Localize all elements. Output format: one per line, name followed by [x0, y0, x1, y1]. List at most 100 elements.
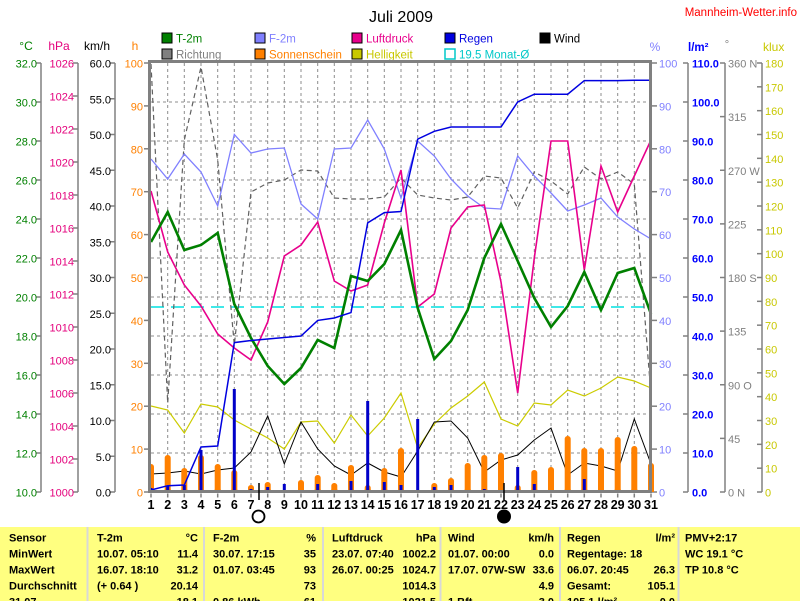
svg-text:10.0: 10.0 — [16, 488, 37, 500]
svg-text:Mannheim-Wetter.info: Mannheim-Wetter.info — [685, 7, 797, 19]
svg-text:0: 0 — [137, 488, 143, 500]
svg-text:20: 20 — [659, 402, 671, 414]
svg-text:31.07.: 31.07. — [9, 597, 40, 602]
svg-text:°C: °C — [19, 39, 33, 53]
svg-text:l/m²: l/m² — [688, 42, 709, 54]
svg-text:1018: 1018 — [50, 191, 74, 203]
svg-text:110: 110 — [765, 225, 783, 237]
svg-text:160: 160 — [765, 106, 783, 118]
svg-text:24: 24 — [527, 498, 541, 512]
svg-text:135: 135 — [728, 327, 746, 339]
svg-text:0.0: 0.0 — [96, 488, 111, 500]
svg-text:20.0: 20.0 — [16, 293, 37, 305]
svg-text:90.0: 90.0 — [692, 137, 713, 149]
svg-text:60.0: 60.0 — [692, 254, 713, 266]
svg-text:26.3: 26.3 — [654, 565, 675, 577]
svg-text:20: 20 — [765, 440, 777, 452]
svg-text:T-2m: T-2m — [176, 34, 202, 46]
svg-text:5: 5 — [214, 498, 221, 512]
svg-text:25: 25 — [544, 498, 558, 512]
svg-text:°: ° — [725, 39, 729, 51]
svg-text:19: 19 — [444, 498, 458, 512]
svg-text:130: 130 — [765, 178, 783, 190]
svg-text:20: 20 — [461, 498, 475, 512]
svg-text:50.0: 50.0 — [90, 130, 111, 142]
svg-text:20.0: 20.0 — [90, 345, 111, 357]
svg-text:16.07. 18:10: 16.07. 18:10 — [97, 565, 159, 577]
svg-text:TP 10.8 °C: TP 10.8 °C — [685, 565, 739, 577]
svg-text:T-2m: T-2m — [97, 533, 123, 545]
svg-text:01.07. 00:00: 01.07. 00:00 — [448, 549, 510, 561]
svg-text:70: 70 — [659, 187, 671, 199]
svg-text:01.07. 03:45: 01.07. 03:45 — [213, 565, 275, 577]
svg-text:1014: 1014 — [50, 257, 74, 269]
svg-text:0.0: 0.0 — [660, 597, 675, 602]
svg-text:26.07. 00:25: 26.07. 00:25 — [332, 565, 394, 577]
svg-text:20: 20 — [131, 402, 143, 414]
svg-text:0.0: 0.0 — [539, 549, 554, 561]
svg-text:30.0: 30.0 — [90, 273, 111, 285]
svg-text:klux: klux — [763, 40, 784, 54]
svg-text:Sensor: Sensor — [9, 533, 47, 545]
svg-text:Wind: Wind — [554, 34, 580, 46]
svg-text:100: 100 — [125, 59, 143, 71]
svg-text:0.0: 0.0 — [692, 488, 707, 500]
svg-text:1006: 1006 — [50, 389, 74, 401]
svg-text:73: 73 — [304, 581, 316, 593]
svg-text:180 S: 180 S — [728, 273, 757, 285]
svg-text:1020: 1020 — [50, 158, 74, 170]
svg-text:1: 1 — [148, 498, 155, 512]
svg-text:60: 60 — [659, 230, 671, 242]
svg-text:17.07. 07W-SW: 17.07. 07W-SW — [448, 565, 526, 577]
svg-text:30: 30 — [659, 359, 671, 371]
svg-text:MinWert: MinWert — [9, 549, 53, 561]
svg-text:1012: 1012 — [50, 290, 74, 302]
svg-text:13: 13 — [344, 498, 358, 512]
svg-text:26: 26 — [561, 498, 575, 512]
svg-text:90 O: 90 O — [728, 380, 752, 392]
svg-text:Gesamt:: Gesamt: — [567, 581, 611, 593]
svg-text:15: 15 — [377, 498, 391, 512]
svg-text:50.0: 50.0 — [692, 293, 713, 305]
svg-text:100.0: 100.0 — [692, 98, 720, 110]
svg-text:15.0: 15.0 — [90, 380, 111, 392]
svg-text:Regen: Regen — [459, 34, 493, 46]
svg-text:40: 40 — [659, 316, 671, 328]
svg-text:60.0: 60.0 — [90, 59, 111, 71]
svg-text:12: 12 — [327, 498, 341, 512]
svg-text:170: 170 — [765, 82, 783, 94]
svg-text:8: 8 — [264, 498, 271, 512]
svg-text:90: 90 — [765, 273, 777, 285]
svg-text:31: 31 — [644, 498, 658, 512]
svg-text:Helligkeit: Helligkeit — [366, 50, 413, 62]
svg-text:60: 60 — [765, 345, 777, 357]
svg-text:11: 11 — [311, 498, 324, 512]
svg-text:Sonnenschein: Sonnenschein — [269, 50, 342, 62]
svg-text:Regentage: 18: Regentage: 18 — [567, 549, 642, 561]
svg-text:40.0: 40.0 — [90, 202, 111, 214]
svg-text:h: h — [132, 39, 139, 53]
svg-text:4.9: 4.9 — [539, 581, 554, 593]
svg-text:Juli 2009: Juli 2009 — [369, 9, 433, 26]
svg-text:%: % — [650, 40, 661, 54]
svg-text:80: 80 — [659, 144, 671, 156]
svg-text:1022: 1022 — [50, 125, 74, 137]
svg-text:105.1 l/m²: 105.1 l/m² — [567, 597, 617, 602]
svg-text:17: 17 — [411, 498, 425, 512]
svg-text:90: 90 — [131, 101, 143, 113]
svg-text:23.07. 07:40: 23.07. 07:40 — [332, 549, 394, 561]
svg-text:30: 30 — [627, 498, 641, 512]
svg-text:80: 80 — [131, 144, 143, 156]
svg-text:150: 150 — [765, 130, 783, 142]
svg-text:80.0: 80.0 — [692, 176, 713, 188]
svg-text:80: 80 — [765, 297, 777, 309]
svg-text:1002: 1002 — [50, 455, 74, 467]
svg-text:18: 18 — [427, 498, 441, 512]
svg-text:1 Bft: 1 Bft — [448, 597, 473, 602]
svg-text:93: 93 — [304, 565, 316, 577]
svg-text:50: 50 — [659, 273, 671, 285]
svg-text:23: 23 — [511, 498, 525, 512]
svg-text:40.0: 40.0 — [692, 332, 713, 344]
svg-text:45: 45 — [728, 434, 740, 446]
svg-text:1024.7: 1024.7 — [402, 565, 436, 577]
